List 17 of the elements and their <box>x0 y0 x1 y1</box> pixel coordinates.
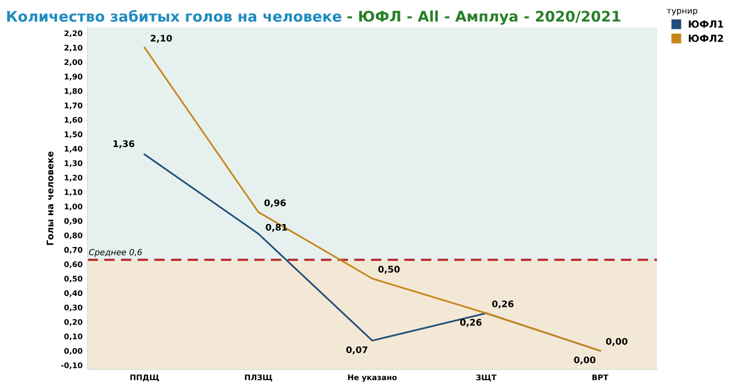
data-label: 0,96 <box>264 199 286 208</box>
data-label: 0,81 <box>266 224 288 232</box>
data-label: 0,00 <box>574 356 596 364</box>
chart-title: Количество забитых голов на человеке <box>7 10 342 22</box>
legend-label: ЮФЛ1 <box>688 20 724 28</box>
data-label: 1,36 <box>114 140 134 148</box>
y-axis-title: Голы на человеке <box>46 152 54 245</box>
data-label: 0,50 <box>378 266 400 274</box>
data-label: 0,00 <box>606 338 628 346</box>
chart-subtitle: - ЮФЛ - All - Амплуа - 2020/2021 <box>348 10 620 25</box>
legend-title: турнир <box>666 8 698 16</box>
ref-line-label: Среднее 0,6 <box>89 248 142 257</box>
data-label: 0,07 <box>346 346 368 354</box>
data-label: 2,10 <box>150 34 172 43</box>
data-label: 0,26 <box>492 300 514 308</box>
data-label: 0,26 <box>460 318 482 327</box>
legend-label: ЮФЛ2 <box>688 34 724 42</box>
